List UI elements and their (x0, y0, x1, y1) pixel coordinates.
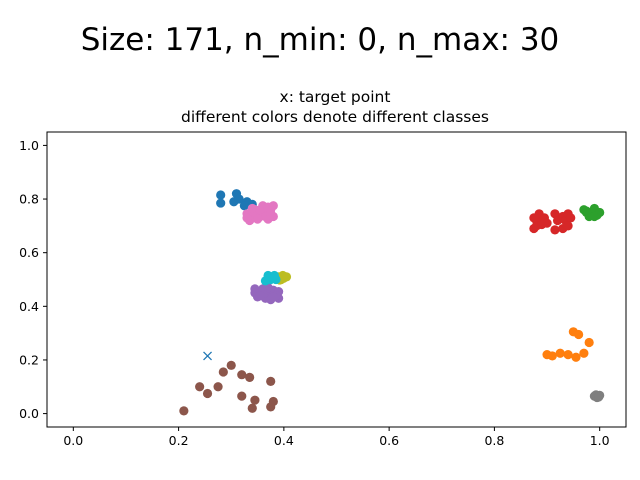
data-point (529, 213, 539, 223)
data-point (237, 370, 247, 380)
data-point (579, 348, 589, 358)
series-2 (579, 203, 605, 222)
data-point (202, 388, 213, 399)
data-point (252, 214, 263, 224)
data-point (581, 207, 592, 218)
data-point (250, 395, 260, 405)
data-point (563, 221, 573, 231)
data-point (537, 219, 547, 230)
chart-title-line-2: different colors denote different classe… (181, 108, 489, 126)
data-point (237, 391, 247, 401)
data-point (213, 382, 223, 392)
data-point (571, 352, 581, 362)
x-tick-label: 0.2 (169, 433, 189, 448)
data-point (216, 198, 226, 208)
series-7 (589, 390, 605, 403)
data-point (574, 329, 584, 340)
x-tick-label: 0.6 (379, 433, 399, 448)
series-4 (250, 282, 284, 305)
data-point (269, 270, 279, 281)
data-point (550, 225, 560, 235)
data-point (266, 376, 276, 387)
data-point (260, 276, 271, 286)
data-point (255, 205, 265, 215)
data-point (584, 337, 594, 348)
data-point (242, 213, 252, 223)
x-tick-label: 1.0 (590, 433, 610, 448)
y-tick-label: 0.8 (19, 192, 39, 207)
x-tick-label: 0.0 (63, 433, 83, 448)
data-point (218, 367, 228, 377)
series-1 (542, 327, 594, 362)
y-tick-label: 0.2 (19, 352, 39, 367)
target-point-marker (203, 351, 213, 361)
data-point (589, 211, 600, 222)
data-point (247, 203, 257, 214)
x-tick-label: 0.8 (484, 433, 504, 448)
data-point (563, 349, 573, 360)
data-point (216, 190, 226, 200)
data-point (247, 403, 257, 413)
data-point (239, 201, 249, 211)
axes-frame (46, 131, 627, 428)
series-9 (260, 270, 281, 286)
target-marker-stroke (203, 351, 213, 361)
data-point (547, 351, 557, 361)
y-tick-label: 0.0 (19, 406, 39, 421)
chart-title-line-1: x: target point (280, 88, 391, 106)
data-point (226, 360, 236, 370)
y-tick-label: 0.6 (19, 245, 39, 260)
data-point (255, 290, 265, 301)
data-point (555, 348, 565, 358)
data-point (245, 372, 255, 382)
suptitle: Size: 171, n_min: 0, n_max: 30 (81, 22, 560, 58)
plot-area: 0.0 0.2 0.4 0.6 0.8 1.0 0.0 0.2 0.4 0.6 0.8 1.0 (19, 131, 627, 448)
x-tick-label: 0.4 (274, 433, 294, 448)
data-point (195, 382, 205, 392)
series-6 (242, 201, 278, 226)
data-point (266, 209, 276, 219)
data-point (179, 406, 189, 416)
series-3 (529, 209, 576, 235)
data-point (566, 213, 576, 223)
data-point (268, 292, 278, 302)
data-point (268, 396, 278, 407)
series-5 (179, 360, 278, 416)
y-tick-label: 1.0 (19, 138, 39, 153)
data-point (234, 194, 244, 204)
data-point (594, 392, 604, 402)
y-tick-label: 0.4 (19, 299, 39, 314)
